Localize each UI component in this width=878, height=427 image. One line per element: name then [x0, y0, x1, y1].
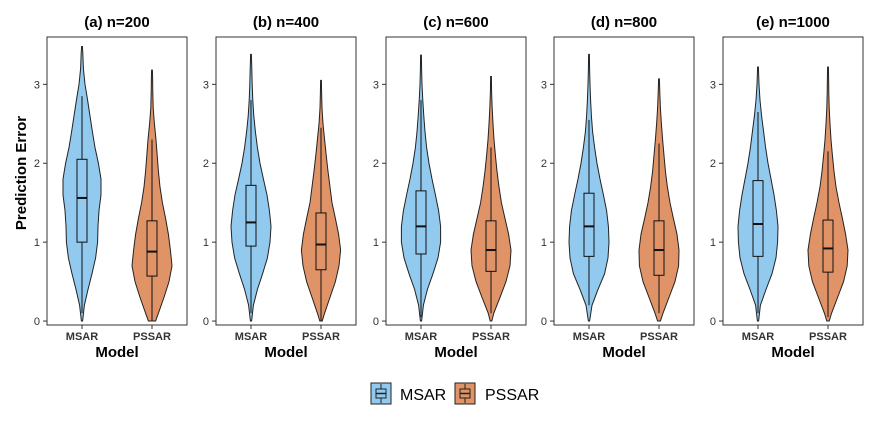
y-tick-label: 1 [710, 237, 716, 249]
panel-title: (c) n=600 [423, 14, 488, 31]
x-tick-label: MSAR [66, 331, 98, 343]
x-tick-label: MSAR [573, 331, 605, 343]
x-tick-label: MSAR [742, 331, 774, 343]
box-msar [415, 190, 427, 255]
y-tick-label: 0 [710, 316, 716, 328]
x-axis-title: Model [434, 344, 477, 361]
y-tick-label: 1 [34, 237, 40, 249]
box-msar [245, 184, 257, 247]
y-tick-label: 1 [541, 237, 547, 249]
panel-title: (d) n=800 [591, 14, 657, 31]
x-tick-label: PSSAR [302, 331, 340, 343]
y-tick-label: 3 [541, 79, 547, 91]
x-axis-title: Model [771, 344, 814, 361]
y-tick-label: 2 [541, 158, 547, 170]
box-msar [76, 158, 88, 243]
y-tick-label: 2 [34, 158, 40, 170]
x-tick-label: PSSAR [472, 331, 510, 343]
y-tick-label: 0 [373, 316, 379, 328]
y-tick-label: 3 [710, 79, 716, 91]
panel-title: (a) n=200 [84, 14, 149, 31]
x-tick-label: MSAR [405, 331, 437, 343]
x-tick-label: PSSAR [133, 331, 171, 343]
y-tick-label: 1 [373, 237, 379, 249]
box-pssar [315, 212, 327, 271]
y-tick-label: 0 [541, 316, 547, 328]
y-tick-label: 3 [203, 79, 209, 91]
x-axis-title: Model [95, 344, 138, 361]
y-tick-label: 0 [203, 316, 209, 328]
y-tick-label: 1 [203, 237, 209, 249]
box-pssar [822, 219, 834, 273]
box-msar [583, 192, 595, 257]
y-axis-title: Prediction Error [13, 116, 30, 230]
legend-item-pssar: PSSAR [454, 382, 539, 405]
legend: MSAR PSSAR [370, 382, 539, 405]
panel-frame [553, 36, 695, 326]
y-tick-label: 2 [203, 158, 209, 170]
panel-frame [722, 36, 864, 326]
panel-frame [385, 36, 527, 326]
x-tick-label: PSSAR [640, 331, 678, 343]
panel-title: (e) n=1000 [756, 14, 830, 31]
x-tick-label: MSAR [235, 331, 267, 343]
panel-frame [215, 36, 357, 326]
box-pssar [485, 220, 497, 272]
x-tick-label: PSSAR [809, 331, 847, 343]
box-pssar [146, 220, 158, 277]
y-tick-label: 3 [373, 79, 379, 91]
x-axis-title: Model [264, 344, 307, 361]
legend-label: MSAR [400, 387, 446, 404]
legend-item-msar: MSAR [370, 382, 446, 405]
y-tick-label: 2 [710, 158, 716, 170]
x-axis-title: Model [602, 344, 645, 361]
legend-label: PSSAR [485, 387, 539, 404]
y-tick-label: 2 [373, 158, 379, 170]
y-tick-label: 0 [34, 316, 40, 328]
y-tick-label: 3 [34, 79, 40, 91]
box-msar [752, 180, 764, 257]
box-pssar [653, 220, 665, 276]
panel-title: (b) n=400 [253, 14, 319, 31]
panel-frame [46, 36, 188, 326]
